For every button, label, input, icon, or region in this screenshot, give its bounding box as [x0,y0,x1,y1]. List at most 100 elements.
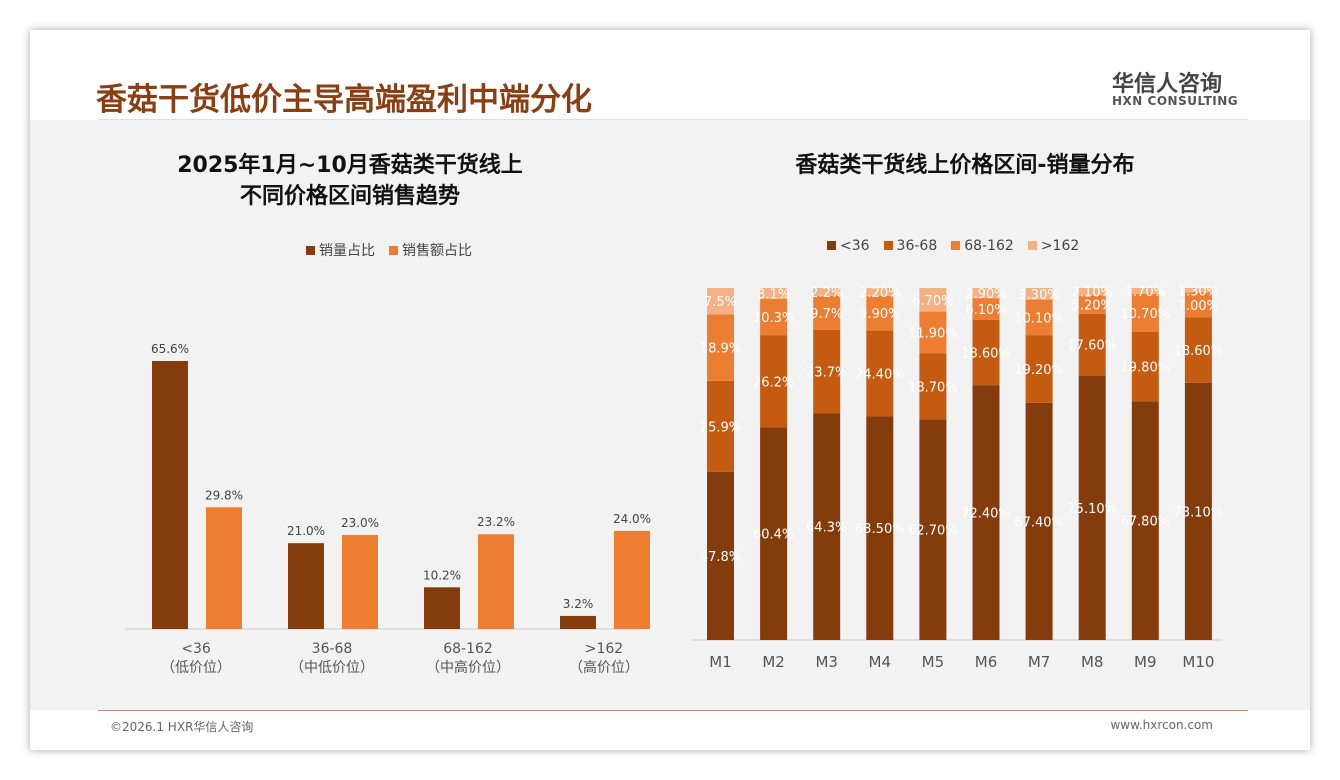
x-tick-sublabel: （中高价位） [426,659,510,676]
data-label: 3.1% [757,287,790,302]
x-tick-label: >162 [585,641,623,657]
data-label: 73.10% [1174,505,1224,520]
charts-canvas: 65.6% 29.8% <36 （低价位） 21.0% 23.0% 36-68 （中低价位） 1… [125,284,1224,676]
stacked-segment [1025,288,1053,300]
logo: 华信人咨询 [1112,72,1223,97]
stacked-segment [813,413,841,640]
x-tick-label: 36-68 [312,641,353,657]
x-tick-label: M4 [869,653,892,671]
legend-item: 68-162 [951,238,1014,254]
bar-sales [342,535,378,629]
x-tick-label: M5 [922,653,945,671]
data-label: 75.10% [1067,502,1117,517]
stacked-segment [1025,402,1053,640]
x-tick-label: M2 [762,653,785,671]
data-label: 6.70% [912,294,953,309]
x-tick-sublabel: （低价位） [161,660,231,676]
stacked-segment [1184,382,1212,640]
stacked-segment [707,380,734,472]
stacked-segment [707,314,734,381]
data-label: 10.2% [423,568,461,582]
stacked-segment [813,329,841,414]
data-label: 29.8% [205,488,243,502]
stacked-segment [919,311,947,354]
data-label: 18.60% [1174,344,1224,359]
data-label: 60.4% [753,528,794,543]
stacked-segment [813,295,841,330]
data-label: 7.5% [704,295,737,310]
stacked-segment [1131,401,1159,640]
stacked-segment [1131,293,1159,332]
data-label: 9.7% [810,307,843,322]
data-label: 72.40% [961,507,1011,522]
data-label: 64.3% [806,521,847,536]
bar-volume [424,587,460,629]
data-label: 7.00% [1178,299,1219,314]
data-label: 47.8% [700,550,741,565]
data-label: 1.30% [1178,284,1219,299]
data-label: 9.90% [859,307,900,322]
left-chart-title-line2: 不同价格区间销售趋势 [239,184,460,209]
x-tick-label: M10 [1182,653,1214,671]
data-label: 67.80% [1121,515,1171,530]
legend-item: <36 [827,238,870,254]
x-tick-label: <36 [181,641,211,657]
left-chart-title: 2025年1月~10月香菇类干货线上 不同价格区间销售趋势 [130,150,570,212]
bar-sales [206,507,242,629]
bar-volume [560,615,596,629]
stacked-segment [1184,292,1212,318]
stacked-segment [919,353,947,420]
footer-divider [98,710,1248,711]
left-legend: 销量占比 销售额占比 [306,240,472,260]
stacked-segment [1078,295,1106,314]
bar-volume [288,543,324,629]
stacked-segment [919,288,947,312]
legend-item: >162 [1027,238,1079,254]
data-label: 23.2% [477,515,515,529]
stacked-segment [1025,335,1053,403]
stacked-segment [760,335,788,428]
data-label: 65.6% [151,342,189,356]
data-label: 25.9% [700,420,741,435]
stacked-segment [866,416,894,640]
data-label: 10.10% [1014,311,1064,326]
stacked-segment [707,471,734,640]
stacked-segment [1078,375,1106,640]
data-label: 2.20% [859,286,900,301]
stacked-segment [1078,288,1106,296]
legend-item: 销售额占比 [389,240,472,260]
data-label: 67.40% [1014,515,1064,530]
stacked-segment [1184,317,1212,383]
data-label: 3.2% [563,597,594,611]
data-label: 26.2% [753,375,794,390]
data-label: 18.60% [961,346,1011,361]
right-legend: <36 36-68 68-162 >162 [827,238,1079,254]
right-chart-title: 香菇类干货线上价格区间-销量分布 [795,153,1135,178]
header: 香菇干货低价主导高端盈利中端分化 华信人咨询 HXN CONSULTING [30,30,1310,120]
x-tick-label: 68-162 [443,641,493,657]
data-label: 6.10% [965,303,1006,318]
stacked-segment [1078,313,1106,376]
stacked-segment [707,288,734,315]
data-label: 21.0% [287,524,325,538]
data-label: 63.50% [855,522,905,537]
logo-subtitle: HXN CONSULTING [1112,94,1239,108]
website: www.hxrcon.com [1110,718,1213,732]
stacked-segment [972,319,1000,386]
data-label: 2.90% [965,287,1006,302]
legend-item: 销量占比 [306,240,375,260]
data-label: 18.9% [700,342,741,357]
x-tick-label: M3 [815,653,838,671]
data-label: 19.20% [1014,363,1064,378]
x-tick-sublabel: （中低价位） [290,660,374,676]
x-tick-label: M8 [1081,653,1104,671]
stacked-segment [919,419,947,640]
data-label: 10.70% [1121,307,1171,322]
data-label: 17.60% [1067,339,1117,354]
stacked-segment [760,288,788,299]
stacked-segment [866,288,894,296]
copyright: ©2026.1 HXR华信人咨询 [110,720,254,734]
x-tick-sublabel: （高价位） [569,659,639,676]
legend-item: 36-68 [883,238,937,254]
stacked-segment [1025,299,1053,336]
